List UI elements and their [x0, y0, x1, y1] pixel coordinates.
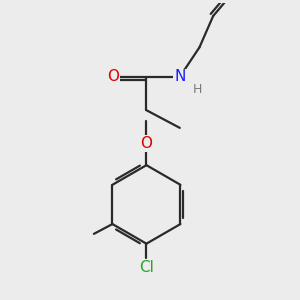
Text: O: O	[140, 136, 152, 151]
Text: H: H	[193, 83, 202, 96]
Text: Cl: Cl	[139, 260, 154, 275]
Text: N: N	[174, 69, 185, 84]
Text: O: O	[107, 69, 119, 84]
